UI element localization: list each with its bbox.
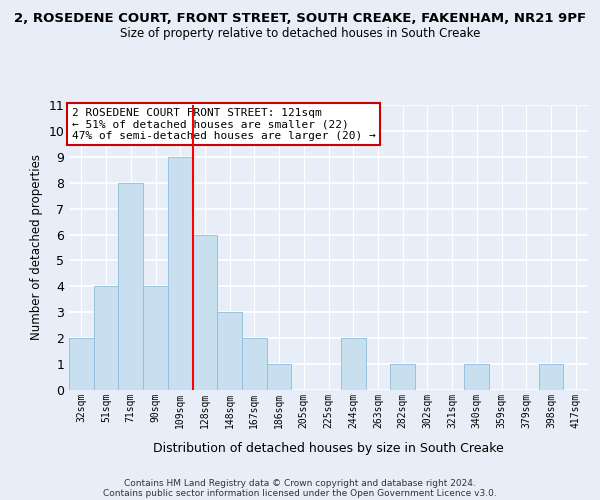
Text: Size of property relative to detached houses in South Creake: Size of property relative to detached ho… — [120, 28, 480, 40]
Bar — [341, 338, 365, 390]
Bar — [118, 182, 143, 390]
Bar — [143, 286, 168, 390]
X-axis label: Distribution of detached houses by size in South Creake: Distribution of detached houses by size … — [153, 442, 504, 455]
Bar — [390, 364, 415, 390]
Text: Contains HM Land Registry data © Crown copyright and database right 2024.: Contains HM Land Registry data © Crown c… — [124, 478, 476, 488]
Bar — [94, 286, 118, 390]
Bar — [464, 364, 489, 390]
Bar — [267, 364, 292, 390]
Bar — [539, 364, 563, 390]
Text: Contains public sector information licensed under the Open Government Licence v3: Contains public sector information licen… — [103, 488, 497, 498]
Bar — [217, 312, 242, 390]
Bar — [69, 338, 94, 390]
Bar — [168, 157, 193, 390]
Y-axis label: Number of detached properties: Number of detached properties — [30, 154, 43, 340]
Bar — [193, 234, 217, 390]
Bar — [242, 338, 267, 390]
Text: 2 ROSEDENE COURT FRONT STREET: 121sqm
← 51% of detached houses are smaller (22)
: 2 ROSEDENE COURT FRONT STREET: 121sqm ← … — [71, 108, 376, 141]
Text: 2, ROSEDENE COURT, FRONT STREET, SOUTH CREAKE, FAKENHAM, NR21 9PF: 2, ROSEDENE COURT, FRONT STREET, SOUTH C… — [14, 12, 586, 26]
